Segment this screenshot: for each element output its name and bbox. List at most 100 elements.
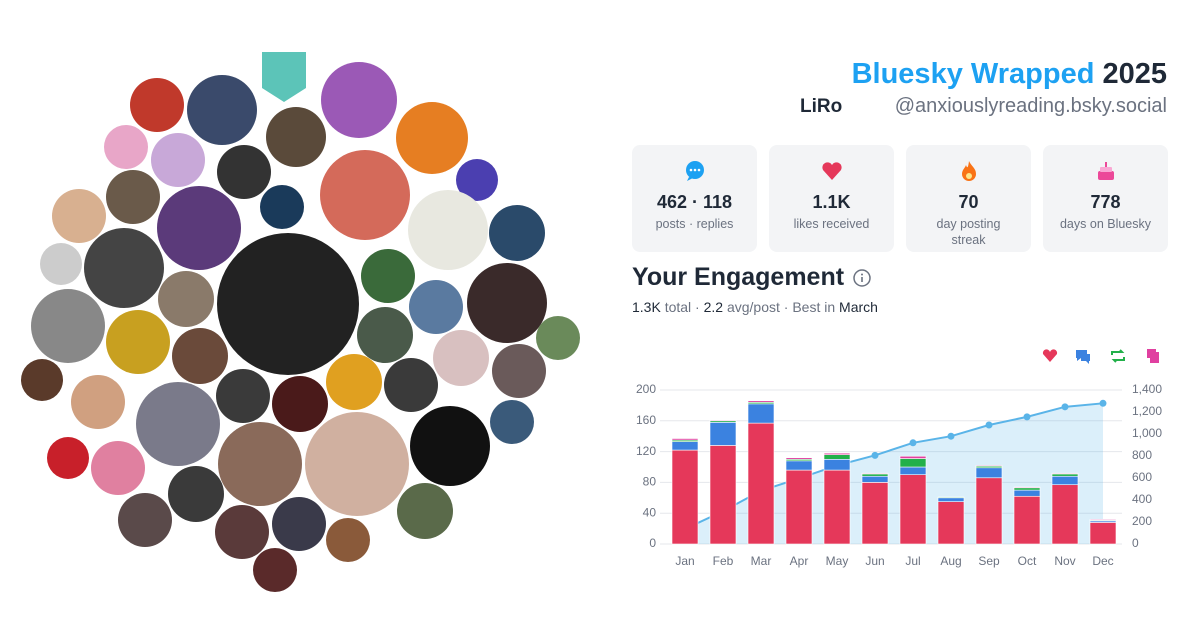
legend-icon[interactable]: [1147, 349, 1159, 363]
bar-segment: [747, 400, 775, 403]
bar-segment: [823, 452, 851, 455]
bar-segment: [937, 496, 965, 499]
point: [871, 451, 879, 459]
x-tick-label: Aug: [940, 554, 961, 568]
bar-segment: [861, 472, 889, 475]
bar-segment: [1051, 472, 1079, 475]
x-tick-label: Apr: [790, 554, 809, 568]
stat-value: 462 · 118: [656, 192, 733, 212]
x-tick-label: Jun: [865, 554, 884, 568]
x-tick-label: Jan: [675, 554, 694, 568]
y2-tick-label: 800: [1132, 448, 1152, 462]
stat-card: 462 · 118 posts · replies: [632, 145, 757, 252]
summary-total: 1.3K: [632, 299, 661, 315]
bar-segment: [785, 457, 813, 460]
bar-segment: [937, 497, 965, 502]
bar-segment: [747, 403, 775, 424]
y-tick-label: 0: [649, 536, 656, 550]
bar-segment: [671, 438, 699, 441]
y2-tick-label: 600: [1132, 470, 1152, 484]
y-tick-label: 200: [636, 382, 656, 396]
x-tick-label: Oct: [1018, 554, 1037, 568]
y2-tick-label: 200: [1132, 514, 1152, 528]
bar-segment: [823, 454, 851, 460]
avatar-cloud: [21, 52, 580, 592]
handle: @anxiouslyreading.bsky.social: [894, 95, 1167, 117]
y2-tick-label: 1,000: [1132, 426, 1162, 440]
bar-segment: [975, 467, 1003, 479]
point: [947, 432, 955, 440]
brand: Bluesky Wrapped: [851, 58, 1095, 90]
x-tick-label: Sep: [978, 554, 1000, 568]
legend-icon[interactable]: [1042, 349, 1058, 362]
x-tick-label: Nov: [1054, 554, 1075, 568]
bar-segment: [899, 474, 927, 545]
stat-value: 1.1K: [812, 192, 851, 212]
bar-segment: [709, 422, 737, 446]
stat-card: 1.1K likes received: [769, 145, 894, 252]
bar-segment: [861, 482, 889, 545]
y-tick-label: 160: [636, 413, 656, 427]
summary-text: avg/post · Best in: [723, 299, 840, 315]
bar-segment: [1051, 475, 1079, 486]
point: [1023, 413, 1031, 421]
legend-symbol: [1076, 350, 1090, 364]
bar-segment: [785, 469, 813, 545]
bar-segment: [785, 460, 813, 471]
bar-segment: [1013, 495, 1041, 545]
stat-card: 778 days on Bluesky: [1043, 145, 1168, 252]
y-tick-label: 40: [643, 505, 657, 519]
stat-label: days on Bluesky: [1059, 217, 1152, 231]
bar-segment: [709, 419, 737, 422]
bar-segment: [823, 458, 851, 471]
bar-segment: [671, 449, 699, 545]
bar-segment: [671, 441, 699, 451]
stat-value: 778: [1090, 192, 1121, 212]
point: [909, 439, 917, 447]
icon: [1097, 162, 1114, 180]
bar-segment: [975, 465, 1003, 467]
legend-symbol: [1111, 349, 1125, 363]
y2-tick-label: 400: [1132, 492, 1152, 506]
x-tick-label: Jul: [905, 554, 920, 568]
summary: 1.3K total · 2.2 avg/post · Best in Marc…: [632, 299, 878, 315]
y2-tick-label: 1,400: [1132, 382, 1162, 396]
legend-symbol: [1042, 349, 1058, 362]
bar-segment: [1013, 489, 1041, 497]
stat-card: 70 day posting streak: [906, 145, 1031, 252]
display-name: LiRo: [800, 96, 843, 117]
info-icon[interactable]: [852, 268, 872, 288]
icon: [821, 162, 842, 180]
bar-segment: [747, 422, 775, 545]
stat-label: likes received: [793, 217, 870, 231]
legend-icon[interactable]: [1111, 349, 1125, 363]
summary-text: total ·: [660, 299, 704, 315]
bar-segment: [709, 445, 737, 545]
bar-segment: [937, 501, 965, 545]
bar-segment: [823, 469, 851, 545]
x-tick-label: Feb: [713, 554, 734, 568]
summary-avg: 2.2: [703, 299, 724, 315]
point: [985, 421, 993, 429]
bar-segment: [1051, 484, 1079, 545]
year: 2025: [1102, 58, 1167, 90]
legend-icon[interactable]: [1076, 350, 1090, 364]
bar-segment: [1013, 486, 1041, 489]
stat-label: posts · replies: [655, 217, 734, 231]
point: [1099, 399, 1107, 407]
bar-segment: [899, 455, 927, 459]
bar-segment: [899, 458, 927, 468]
bar-segment: [1013, 487, 1041, 491]
stat-value: 70: [958, 192, 979, 212]
bar-segment: [1089, 519, 1117, 521]
y-tick-label: 120: [636, 444, 656, 458]
icon: [961, 161, 976, 181]
bar-segment: [1089, 522, 1117, 545]
bar-segment: [1051, 473, 1079, 477]
section-title: Your Engagement: [632, 263, 845, 291]
bar-segment: [975, 477, 1003, 545]
stat-label: day posting streak: [936, 217, 1001, 247]
point: [1061, 403, 1069, 411]
